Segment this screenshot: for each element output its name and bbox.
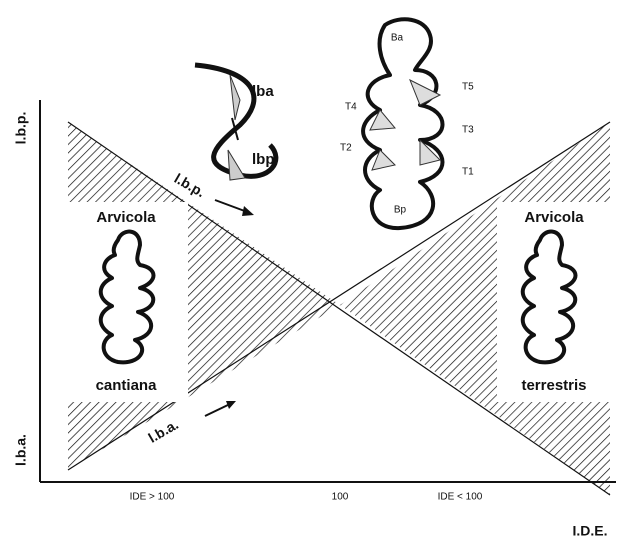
specimen-genus: Arvicola xyxy=(96,209,156,226)
tooth-label: Ba xyxy=(391,33,404,44)
detail-lower: lbp xyxy=(252,151,275,168)
figure: l.b.p. l.b.a. I.D.E. IDE > 100 100 IDE <… xyxy=(0,0,626,543)
x-tick: 100 xyxy=(332,492,349,503)
lba-annotation: l.b.a. xyxy=(145,416,181,446)
x-tick: IDE < 100 xyxy=(438,492,483,503)
specimen-species: terrestris xyxy=(521,377,586,394)
y-bottom-label: l.b.a. xyxy=(13,434,29,466)
specimen-species: cantiana xyxy=(96,377,158,394)
specimen-genus: Arvicola xyxy=(524,209,584,226)
tooth-label: T4 xyxy=(345,102,357,113)
arrowhead xyxy=(242,206,254,216)
tooth-label: T5 xyxy=(462,82,474,93)
y-top-label: l.b.p. xyxy=(13,112,29,145)
arrowhead xyxy=(226,401,236,409)
arrow xyxy=(205,404,230,416)
x-label: I.D.E. xyxy=(572,523,607,539)
detail-upper: lba xyxy=(252,83,274,100)
tooth-label: T1 xyxy=(462,167,474,178)
tooth-label: Bp xyxy=(394,205,407,216)
x-tick: IDE > 100 xyxy=(130,492,175,503)
tooth-label: T2 xyxy=(340,143,352,154)
tooth-label: T3 xyxy=(462,125,474,136)
